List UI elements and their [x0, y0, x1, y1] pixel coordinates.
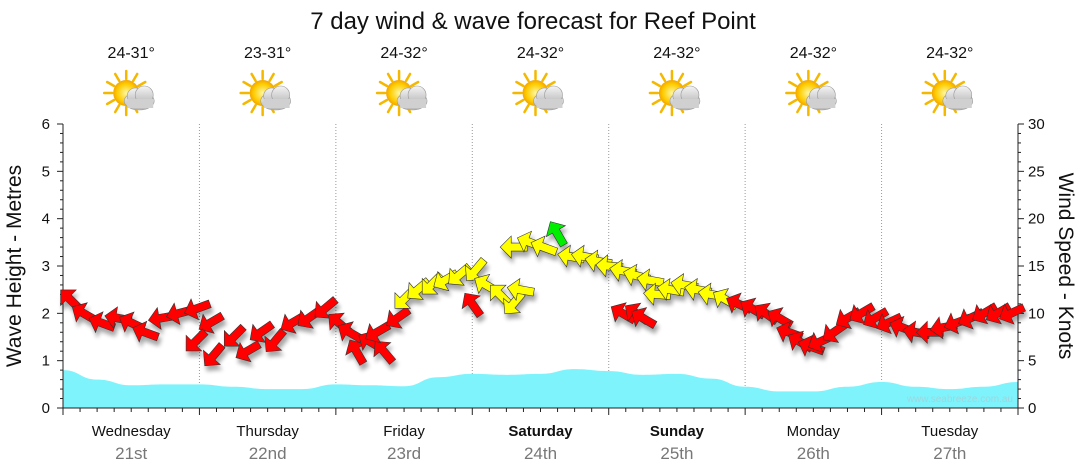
sun-cloud-icon — [648, 69, 701, 117]
y-right-tick-label: 0 — [1028, 400, 1036, 417]
wind-arrow — [584, 249, 613, 273]
y-axis-right-title: Wind Speed - Knots — [1054, 173, 1077, 360]
grid-lines — [198, 124, 883, 408]
wind-arrow — [88, 311, 117, 334]
wind-arrow — [499, 235, 528, 259]
day-name-label: Friday — [383, 423, 425, 440]
y-right-tick-label: 30 — [1028, 116, 1045, 133]
y-left-tick-label: 4 — [42, 211, 50, 228]
day-name-label: Monday — [787, 423, 841, 440]
wind-arrow — [373, 340, 397, 365]
day-temperature-range: 24-31° — [108, 45, 155, 62]
y-right-tick-label: 10 — [1028, 305, 1045, 322]
wind-arrow — [461, 292, 485, 319]
y-left-tick-label: 3 — [42, 258, 50, 275]
sun-cloud-icon — [785, 69, 837, 117]
wind-arrow — [249, 320, 275, 343]
wind-arrow — [198, 311, 225, 334]
y-right-tick-label: 15 — [1028, 258, 1045, 275]
y-axis-left-title: Wave Height - Metres — [3, 165, 26, 367]
wind-arrow — [235, 340, 262, 363]
sun-cloud-icon — [921, 69, 974, 117]
day-name-label: Sunday — [650, 423, 705, 440]
wind-arrows — [60, 221, 1026, 367]
wind-arrow — [184, 298, 212, 321]
wind-arrow — [999, 303, 1026, 325]
y-left-tick-label: 5 — [42, 163, 50, 180]
day-name-label: Wednesday — [92, 423, 171, 440]
day-temperature-range: 24-32° — [653, 45, 700, 62]
day-date-label: 26th — [797, 444, 830, 463]
wind-arrow — [643, 282, 672, 306]
daily-temperatures: 24-31° 23-31° 24-32° 24-32° 24-32° 24-32° 24-3… — [108, 45, 974, 62]
day-date-label: 21st — [115, 444, 147, 463]
watermark: www.seabreeze.com.au — [906, 394, 1013, 405]
wind-arrow — [203, 342, 226, 367]
wave-height-area — [63, 369, 1018, 408]
wind-arrow — [530, 235, 559, 258]
wind-arrow — [132, 320, 160, 343]
axes: 0 1 2 3 4 5 6 0 5 10 15 20 25 30 — [42, 116, 1045, 417]
wind-arrow — [656, 277, 685, 301]
chart-title: 7 day wind & wave forecast for Reef Poin… — [310, 8, 756, 35]
day-date-label: 25th — [660, 444, 693, 463]
wind-arrow — [631, 307, 658, 329]
y-left-tick-label: 2 — [42, 305, 50, 322]
sun-cloud-icon — [102, 69, 155, 117]
day-date-label: 22nd — [249, 444, 287, 463]
day-labels: Wednesday 21st Thursday 22nd Friday 23rd Satur… — [92, 423, 979, 463]
y-right-tick-label: 5 — [1028, 353, 1036, 370]
day-name-label: Thursday — [236, 423, 299, 440]
day-temperature-range: 24-32° — [380, 45, 427, 62]
day-date-label: 27th — [933, 444, 966, 463]
wind-arrow — [545, 221, 568, 248]
wave-area — [63, 369, 1018, 408]
day-temperature-range: 24-32° — [926, 45, 973, 62]
weather-icons — [102, 69, 974, 117]
day-temperature-range: 24-32° — [790, 45, 837, 62]
day-date-label: 24th — [524, 444, 557, 463]
day-name-label: Saturday — [508, 423, 573, 440]
day-temperature-range: 23-31° — [244, 45, 291, 62]
wind-arrow — [386, 306, 412, 329]
y-left-tick-label: 0 — [42, 400, 50, 417]
wind-arrow — [915, 320, 944, 345]
wind-arrow — [185, 328, 209, 352]
wind-arrow — [264, 327, 287, 352]
y-right-tick-label: 25 — [1028, 163, 1045, 180]
sun-cloud-icon — [375, 69, 428, 117]
wind-arrow — [506, 277, 535, 301]
day-date-label: 23rd — [387, 444, 421, 463]
sun-cloud-icon — [239, 69, 291, 117]
y-left-tick-label: 1 — [42, 353, 50, 370]
sun-cloud-icon — [512, 69, 564, 117]
wind-arrow — [636, 268, 665, 292]
day-temperature-range: 24-32° — [517, 45, 564, 62]
y-right-tick-label: 20 — [1028, 211, 1045, 228]
day-name-label: Tuesday — [921, 423, 978, 440]
y-left-tick-label: 6 — [42, 116, 50, 133]
